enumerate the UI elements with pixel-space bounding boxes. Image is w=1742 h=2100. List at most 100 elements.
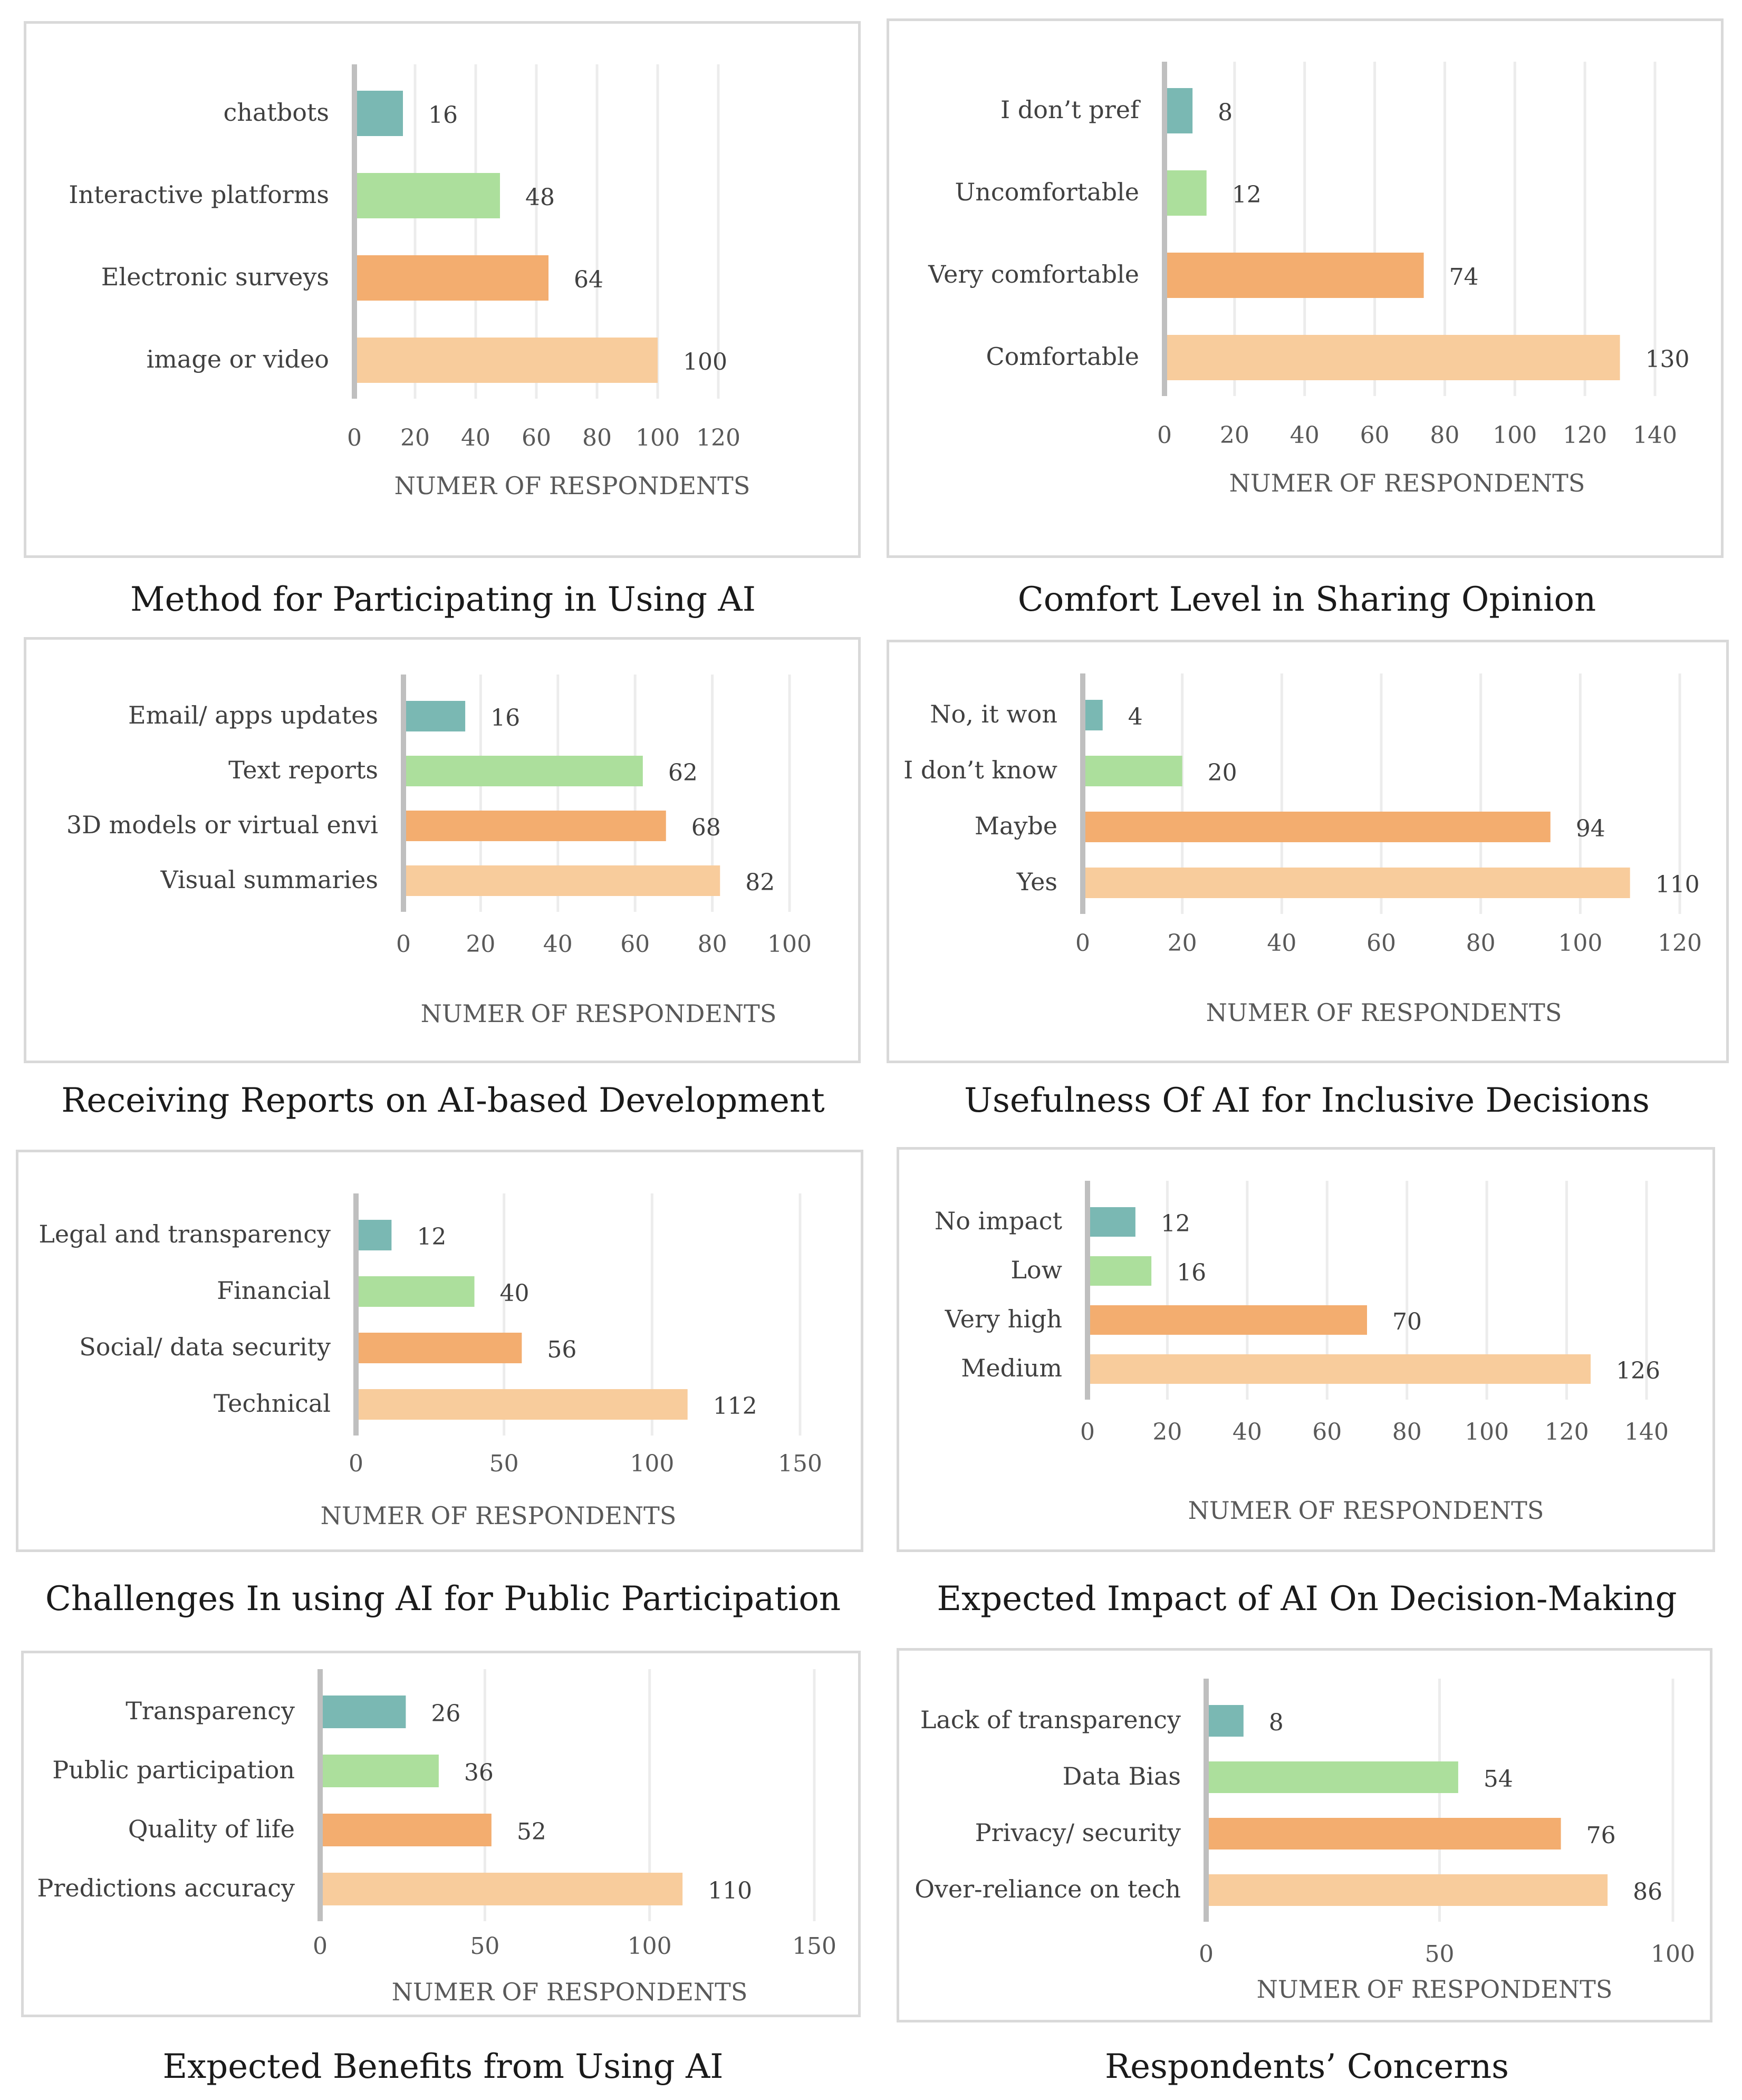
chart-svg: Email/ apps updates 16 Text reports 62 3D mo…: [66, 675, 812, 1028]
category-label: Predictions accuracy: [37, 1874, 295, 1902]
x-tick-label: 20: [1220, 422, 1249, 449]
chart-panel-concerns: Lack of transparency 8 Data Bias 54 Privacy/…: [897, 1648, 1712, 2022]
chart-svg: No, it won 4 I don’t know 20 Maybe 94 Yes 110 0 2…: [903, 673, 1702, 1027]
bar: [356, 1333, 522, 1363]
bar: [1206, 1818, 1561, 1849]
chart-panel-benefits: Transparency 26 Public participation 36 Qual…: [21, 1651, 861, 2017]
x-tick-label: 50: [470, 1933, 499, 1960]
bar: [354, 91, 403, 136]
data-label: 12: [1232, 181, 1262, 208]
x-tick-label: 40: [1290, 422, 1320, 449]
x-tick-label: 120: [1563, 422, 1607, 449]
data-label: 8: [1218, 99, 1233, 126]
category-label: Technical: [214, 1389, 331, 1418]
x-tick-label: 40: [1233, 1419, 1262, 1446]
data-label: 56: [547, 1336, 576, 1363]
bar: [1206, 1761, 1458, 1793]
x-tick-label: 100: [1651, 1941, 1695, 1968]
category-label: Very comfortable: [928, 260, 1139, 288]
x-tick-label: 60: [1360, 422, 1390, 449]
chart-caption-challenges: Challenges In using AI for Public Partic…: [45, 1579, 841, 1619]
data-label: 110: [1656, 871, 1700, 898]
bar: [1164, 253, 1424, 298]
chart-caption-usefulness: Usefulness Of AI for Inclusive Decisions: [964, 1081, 1650, 1120]
chart-caption-reports: Receiving Reports on AI-based Developmen…: [61, 1081, 825, 1120]
x-tick-label: 80: [582, 425, 612, 451]
chart-caption-benefits: Expected Benefits from Using AI: [162, 2047, 724, 2086]
category-label: Maybe: [975, 812, 1057, 840]
x-axis-title: NUMER OF RESPONDENTS: [394, 471, 750, 500]
category-label: Data Bias: [1063, 1762, 1181, 1790]
category-label: Public participation: [52, 1756, 295, 1784]
x-tick-label: 0: [1199, 1941, 1214, 1968]
category-label: Legal and transparency: [39, 1220, 331, 1248]
chart-caption-method: Method for Participating in Using AI: [130, 580, 756, 619]
bar: [1206, 1705, 1244, 1737]
x-tick-label: 40: [461, 425, 490, 451]
bar: [1087, 1305, 1367, 1335]
data-label: 16: [1177, 1259, 1206, 1286]
x-tick-label: 20: [466, 931, 495, 958]
data-label: 62: [668, 759, 698, 786]
bar: [403, 865, 720, 896]
bar: [320, 1873, 683, 1905]
x-tick-label: 0: [1080, 1419, 1095, 1446]
x-tick-label: 20: [1152, 1419, 1182, 1446]
category-label: Financial: [217, 1276, 331, 1305]
category-label: I don’t know: [903, 756, 1057, 784]
data-label: 54: [1484, 1766, 1513, 1793]
x-tick-label: 120: [1658, 930, 1702, 957]
data-label: 8: [1269, 1709, 1284, 1736]
bar: [1083, 868, 1630, 898]
category-label: Uncomfortable: [955, 178, 1139, 206]
category-label: 3D models or virtual envi: [66, 811, 378, 839]
category-label: I don’t pref: [1000, 95, 1141, 124]
x-tick-label: 40: [1267, 930, 1296, 957]
chart-svg: Legal and transparency 12 Financial 40 Socia…: [39, 1193, 822, 1530]
x-tick-label: 20: [1168, 930, 1197, 957]
chart-panel-challenges: Legal and transparency 12 Financial 40 Socia…: [16, 1150, 863, 1552]
category-label: Comfortable: [986, 342, 1139, 371]
x-tick-label: 140: [1624, 1419, 1669, 1446]
x-tick-label: 0: [396, 931, 411, 958]
data-label: 112: [713, 1393, 757, 1420]
x-axis-title: NUMER OF RESPONDENTS: [1206, 998, 1562, 1027]
data-label: 86: [1633, 1879, 1662, 1905]
category-label: Privacy/ security: [975, 1818, 1181, 1847]
data-label: 12: [417, 1224, 446, 1250]
bar: [354, 173, 500, 218]
chart-caption-comfort: Comfort Level in Sharing Opinion: [1017, 580, 1596, 619]
category-label: Over-reliance on tech: [915, 1875, 1181, 1903]
x-tick-label: 120: [696, 425, 740, 451]
data-label: 126: [1616, 1357, 1660, 1384]
data-label: 70: [1392, 1308, 1422, 1335]
category-label: image or video: [147, 345, 329, 373]
data-label: 36: [464, 1759, 494, 1786]
x-tick-label: 150: [778, 1450, 822, 1477]
bar: [356, 1389, 688, 1420]
chart-panel-impact: No impact 12 Low 16 Very high 70 Medium 126 0 20 4…: [897, 1147, 1715, 1552]
bar: [356, 1220, 392, 1250]
x-tick-label: 80: [698, 931, 727, 958]
data-label: 76: [1586, 1822, 1616, 1849]
data-label: 40: [500, 1280, 530, 1307]
data-label: 82: [745, 869, 775, 896]
x-tick-label: 50: [1425, 1941, 1455, 1968]
data-label: 94: [1576, 815, 1605, 842]
x-tick-label: 50: [489, 1450, 519, 1477]
data-label: 64: [574, 266, 603, 293]
bar: [1164, 88, 1193, 133]
x-axis-title: NUMER OF RESPONDENTS: [1188, 1496, 1544, 1525]
category-label: Low: [1010, 1256, 1062, 1284]
chart-svg: Lack of transparency 8 Data Bias 54 Privacy/…: [915, 1679, 1695, 2003]
chart-caption-impact: Expected Impact of AI On Decision-Making: [937, 1579, 1677, 1619]
x-tick-label: 60: [522, 425, 551, 451]
data-label: 48: [525, 184, 555, 211]
x-tick-label: 100: [628, 1933, 672, 1960]
bar: [1083, 812, 1551, 842]
x-axis-title: NUMER OF RESPONDENTS: [421, 999, 777, 1028]
x-tick-label: 20: [400, 425, 430, 451]
category-label: Transparency: [126, 1697, 295, 1725]
category-label: Yes: [1016, 868, 1057, 896]
bar: [403, 701, 466, 731]
